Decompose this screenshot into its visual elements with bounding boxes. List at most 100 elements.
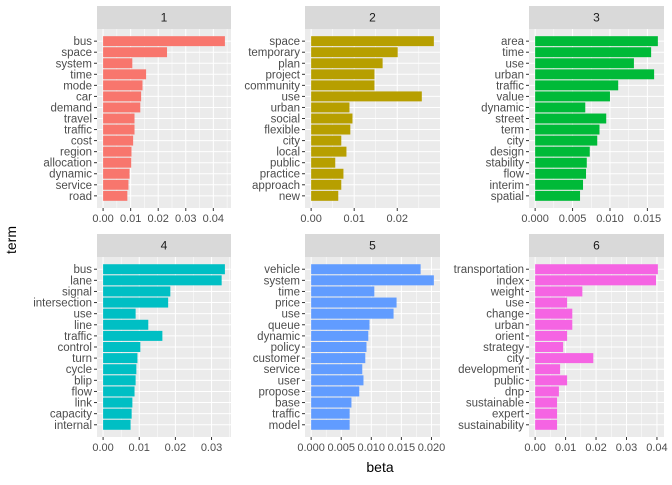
y-tick-label: road xyxy=(69,191,92,203)
x-tick-label: 0.02 xyxy=(165,442,186,454)
bar-strategy xyxy=(535,342,564,352)
bar-dynamic xyxy=(103,168,130,179)
y-tick-label: space xyxy=(269,36,300,48)
y-tick-label: queue xyxy=(268,320,300,332)
bar-customer xyxy=(311,353,366,364)
bar-link xyxy=(103,397,133,408)
bar-public xyxy=(535,375,568,386)
y-tick-label: development xyxy=(458,364,525,376)
y-tick-label: demand xyxy=(50,102,92,114)
y-tick-label: use xyxy=(281,91,300,103)
bar-price xyxy=(311,297,397,308)
y-tick-label: urban xyxy=(271,102,300,114)
y-tick-label: cost xyxy=(71,136,93,148)
bar-base xyxy=(311,397,352,408)
bar-capacity xyxy=(103,408,132,419)
y-tick-label: interim xyxy=(489,180,524,192)
bar-use xyxy=(535,297,568,308)
y-tick-label: public xyxy=(494,375,524,387)
bar-city xyxy=(311,135,342,146)
x-axis-title: beta xyxy=(366,459,393,475)
facet-strip xyxy=(97,6,231,29)
y-tick-label: temporary xyxy=(248,47,300,59)
bar-blip xyxy=(103,375,136,386)
bar-internal xyxy=(103,419,131,430)
y-tick-label: base xyxy=(275,398,300,410)
y-tick-label: user xyxy=(278,375,301,387)
x-tick-label: 0.03 xyxy=(201,442,222,454)
y-tick-label: customer xyxy=(253,353,300,365)
bar-index xyxy=(535,275,657,286)
y-tick-label: local xyxy=(276,147,300,159)
facet-strip xyxy=(305,234,440,257)
bar-bus xyxy=(103,36,225,47)
y-tick-label: mode xyxy=(63,80,92,92)
y-tick-label: time xyxy=(278,286,300,298)
facet-strip-label: 1 xyxy=(161,11,168,25)
bar-city xyxy=(535,135,598,146)
facet-strip-label: 3 xyxy=(593,11,600,25)
bar-traffic xyxy=(103,124,135,135)
bar-plan xyxy=(311,58,383,69)
bar-use xyxy=(311,91,422,102)
bar-new xyxy=(311,190,339,201)
bar-system xyxy=(311,275,434,286)
x-tick-label: 0.00 xyxy=(92,213,113,225)
y-tick-label: signal xyxy=(62,286,92,298)
bar-system xyxy=(103,58,133,69)
y-tick-label: cycle xyxy=(66,364,92,376)
y-tick-label: traffic xyxy=(64,331,92,343)
bar-car xyxy=(103,91,142,102)
y-tick-label: stability xyxy=(486,158,525,170)
y-tick-label: use xyxy=(505,298,524,310)
y-tick-label: community xyxy=(244,80,300,92)
x-tick-label: 0.000 xyxy=(521,213,549,225)
y-tick-label: internal xyxy=(54,420,92,432)
facet-strip xyxy=(529,234,664,257)
facet-panel-5: 50.000 0.005 0.010 0.015 0.020vehiclesystemt… xyxy=(253,234,445,454)
y-tick-label: dnp xyxy=(505,386,524,398)
bar-turn xyxy=(103,353,138,364)
y-tick-label: dynamic xyxy=(481,102,524,114)
y-tick-label: use xyxy=(505,58,524,70)
bar-service xyxy=(103,179,129,190)
bar-queue xyxy=(311,319,370,330)
bar-signal xyxy=(103,286,171,297)
y-tick-label: time xyxy=(502,47,524,59)
y-tick-label: city xyxy=(283,136,301,148)
facet-panel-4: 4 0.00 0.01 0.02 0.03 buslanesignalintersecti… xyxy=(33,234,231,454)
x-tick-label: 0.00 xyxy=(300,213,321,225)
facet-strip-label: 6 xyxy=(593,239,600,253)
x-tick-label: 0.03 xyxy=(175,213,196,225)
y-tick-label: price xyxy=(275,298,300,310)
y-tick-label: service xyxy=(56,180,92,192)
y-tick-label: capacity xyxy=(50,409,92,421)
y-tick-label: weight xyxy=(490,286,525,298)
x-tick-label: 0.010 xyxy=(358,442,386,454)
x-tick-label: 0.02 xyxy=(585,442,606,454)
bar-term xyxy=(535,124,600,135)
x-tick-label: 0.010 xyxy=(596,213,624,225)
y-tick-label: transportation xyxy=(454,264,524,276)
bar-local xyxy=(311,146,347,157)
bar-cycle xyxy=(103,364,137,375)
x-tick-label: 0.000 xyxy=(297,442,325,454)
y-tick-label: allocation xyxy=(43,158,92,170)
bar-time xyxy=(103,69,147,80)
bar-cost xyxy=(103,135,134,146)
facet-strip xyxy=(529,6,664,29)
bar-spatial xyxy=(535,190,581,201)
y-tick-label: system xyxy=(264,275,300,287)
x-tick-label: 0.005 xyxy=(559,213,587,225)
y-tick-label: service xyxy=(264,364,300,376)
bar-flexible xyxy=(311,124,351,135)
bar-stability xyxy=(535,157,587,168)
bar-urban xyxy=(535,319,573,330)
bar-space xyxy=(311,36,434,47)
bar-traffic xyxy=(103,330,163,341)
y-tick-label: bus xyxy=(73,264,92,276)
bar-orient xyxy=(535,330,568,341)
y-tick-label: traffic xyxy=(64,125,92,137)
bar-weight xyxy=(535,286,583,297)
y-tick-label: flexible xyxy=(264,125,300,137)
